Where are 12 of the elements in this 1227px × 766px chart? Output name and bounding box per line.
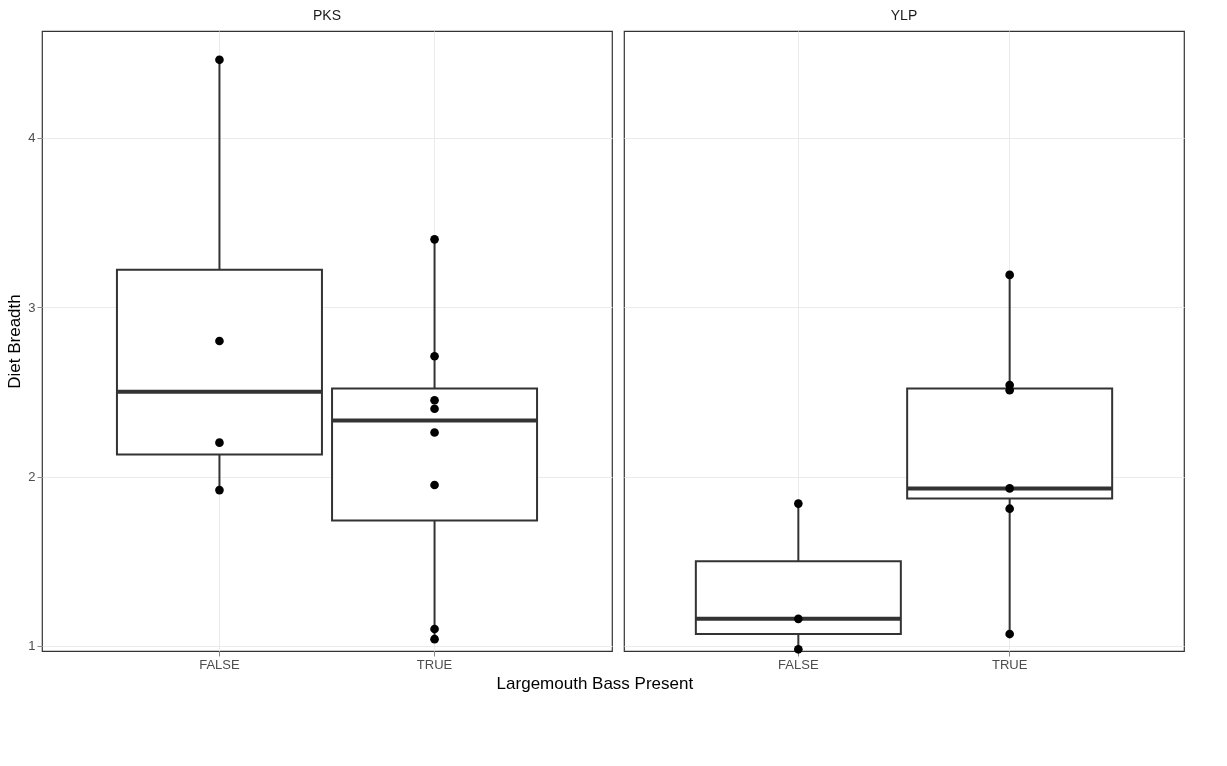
y-axis-title: Diet Breadth (5, 294, 25, 389)
x-tick-label: TRUE (416, 656, 453, 672)
chart-title: PKS (312, 7, 342, 23)
chart-title: YLP (890, 7, 918, 23)
x-tick-label: FALSE (199, 656, 241, 672)
x-tick-label: TRUE (991, 656, 1028, 672)
y-tick-label: 3 (28, 299, 36, 315)
x-tick-label: FALSE (778, 656, 819, 672)
y-tick-label: 4 (28, 130, 36, 146)
y-tick-label: 2 (28, 469, 36, 485)
x-axis-title: Largemouth Bass Present (496, 673, 694, 693)
y-tick-label: 1 (28, 638, 36, 654)
